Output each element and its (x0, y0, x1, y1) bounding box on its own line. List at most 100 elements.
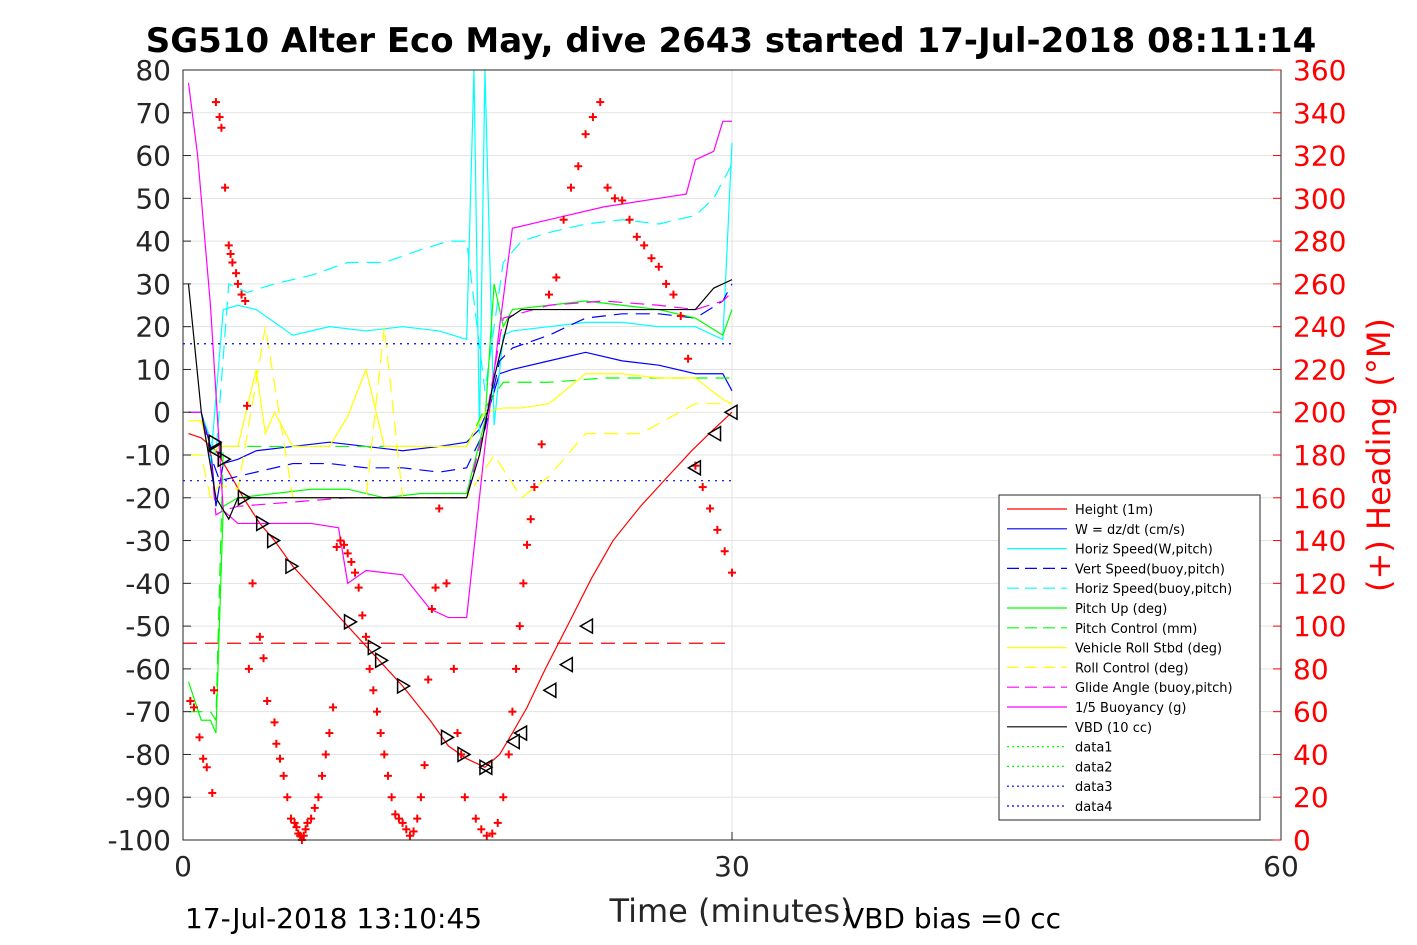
heading-point (365, 664, 374, 673)
heading-point (243, 401, 252, 410)
legend-label: data1 (1075, 741, 1113, 756)
y-tick-label: -60 (125, 653, 171, 686)
heading-point (640, 241, 649, 250)
heading-point (314, 793, 323, 802)
heading-point (307, 814, 316, 823)
triangle-marker-left (723, 403, 738, 421)
heading-point (272, 739, 281, 748)
heading-point (424, 675, 433, 684)
triangle-marker-left (542, 681, 557, 699)
heading-point (618, 196, 627, 205)
series-line-11 (187, 279, 733, 521)
heading-point (244, 664, 253, 673)
heading-point (698, 483, 707, 492)
heading-point (552, 273, 561, 282)
heading-point (241, 297, 250, 305)
heading-point (290, 818, 299, 827)
y-tick-label: 20 (135, 311, 171, 344)
heading-point (499, 793, 508, 802)
y2-axis-label: (+) Heading (°M) (1360, 318, 1398, 592)
triangle-marker-left (505, 733, 520, 750)
y2-axis-ticks: 3603403203002802602402202001801601401201… (1273, 54, 1346, 857)
footer-vbd-bias: VBD bias =0 cc (845, 902, 1061, 935)
triangle-marker-right (367, 639, 382, 656)
heading-point (232, 269, 241, 278)
series-line-2 (188, 69, 733, 464)
heading-point (728, 568, 736, 577)
y2-tick-label: 0 (1293, 824, 1311, 857)
heading-point (336, 536, 345, 545)
y2-tick-label: 320 (1293, 140, 1346, 173)
heading-point (477, 825, 486, 834)
legend-label: data3 (1075, 780, 1113, 795)
y-tick-label: -70 (125, 696, 171, 729)
footer-timestamp: 17-Jul-2018 13:10:45 (185, 902, 482, 935)
heading-point (488, 829, 497, 838)
heading-point (217, 123, 226, 132)
heading-point (211, 98, 220, 107)
plot-area (183, 69, 738, 844)
heading-point (610, 194, 619, 203)
heading-point (354, 583, 363, 592)
y-tick-label: -30 (125, 525, 171, 558)
legend-label: Horiz Speed(buoy,pitch) (1075, 582, 1232, 597)
triangle-marker-left (478, 758, 493, 776)
heading-point (537, 440, 546, 449)
heading-point (523, 540, 532, 549)
y2-tick-label: 40 (1293, 738, 1329, 771)
heading-point (362, 632, 370, 641)
legend: Height (1m) W = dz/dt (cm/s) Horiz Speed(W… (998, 494, 1261, 821)
heading-point (387, 793, 396, 802)
y2-tick-label: 220 (1293, 353, 1346, 386)
y2-tick-label: 300 (1293, 182, 1346, 215)
heading-point (442, 579, 451, 588)
heading-point (684, 354, 693, 363)
heading-point (263, 696, 272, 705)
y-tick-label: 40 (135, 225, 171, 258)
legend-label: Horiz Speed(W,pitch) (1075, 543, 1213, 558)
y2-tick-label: 280 (1293, 225, 1346, 258)
y2-tick-label: 120 (1293, 567, 1346, 600)
heading-point (292, 823, 301, 832)
heading-point (435, 504, 444, 513)
heading-point (186, 696, 195, 705)
legend-label: Vert Speed(buoy,pitch) (1075, 562, 1225, 577)
y-tick-label: 30 (135, 268, 171, 301)
y2-tick-label: 180 (1293, 439, 1346, 472)
triangle-marker-right (457, 746, 472, 763)
legend-label: data2 (1075, 760, 1113, 775)
series-line-4 (188, 163, 733, 456)
heading-point (301, 825, 310, 834)
heading-point (427, 605, 436, 613)
heading-point (402, 825, 411, 834)
heading-point (676, 311, 685, 320)
heading-point (559, 215, 568, 224)
triangle-marker-right (255, 515, 271, 532)
y2-tick-label: 100 (1293, 610, 1346, 643)
heading-point (233, 279, 242, 288)
y-tick-label: -20 (125, 482, 171, 515)
legend-label: VBD (10 cc) (1075, 721, 1152, 736)
y-tick-label: 10 (135, 353, 171, 386)
heading-point (720, 547, 729, 556)
heading-point (215, 113, 224, 122)
heading-point (369, 686, 378, 695)
y2-tick-label: 340 (1293, 97, 1346, 130)
heading-point (420, 761, 429, 770)
legend-label: Vehicle Roll Stbd (deg) (1075, 642, 1222, 657)
y2-tick-label: 140 (1293, 525, 1346, 558)
heading-point (603, 183, 612, 192)
heading-point (210, 686, 219, 695)
heading-point (318, 771, 327, 780)
y2-tick-label: 80 (1293, 653, 1329, 686)
heading-point (566, 183, 575, 192)
x-tick-label: 30 (714, 850, 750, 883)
y2-tick-label: 240 (1293, 311, 1346, 344)
legend-label: W = dz/dt (cm/s) (1075, 523, 1185, 538)
y-tick-label: -80 (125, 738, 171, 771)
heading-point (416, 793, 425, 802)
heading-point (471, 814, 480, 823)
heading-point (405, 831, 414, 840)
heading-point (303, 818, 312, 827)
heading-point (449, 664, 458, 673)
